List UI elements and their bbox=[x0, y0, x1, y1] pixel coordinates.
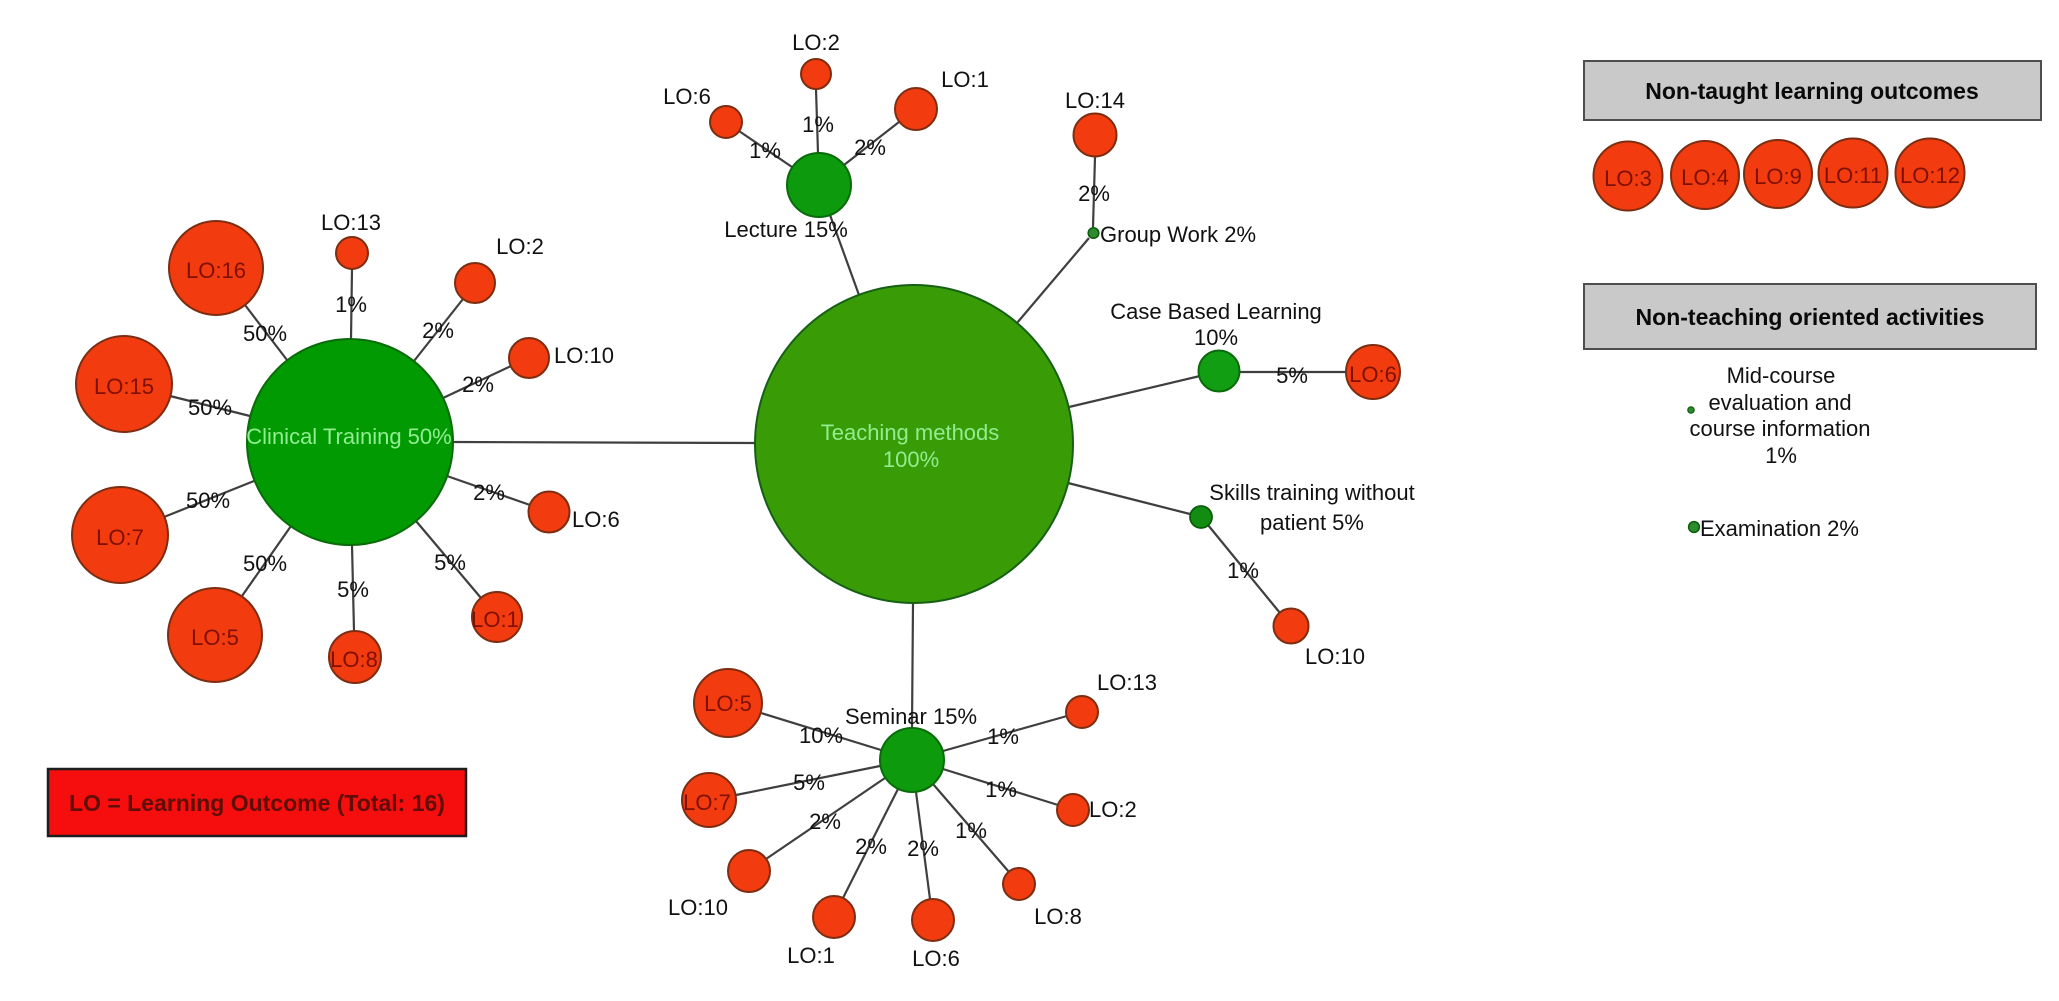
svg-text:2%: 2% bbox=[855, 834, 887, 859]
svg-text:LO:12: LO:12 bbox=[1900, 163, 1960, 188]
svg-text:1%: 1% bbox=[1227, 558, 1259, 583]
svg-text:LO:15: LO:15 bbox=[94, 374, 154, 399]
svg-text:Lecture 15%: Lecture 15% bbox=[724, 217, 848, 242]
svg-text:5%: 5% bbox=[434, 550, 466, 575]
svg-text:LO:1: LO:1 bbox=[941, 67, 989, 92]
svg-text:50%: 50% bbox=[186, 488, 230, 513]
svg-text:LO:14: LO:14 bbox=[1065, 88, 1125, 113]
svg-text:LO:2: LO:2 bbox=[496, 234, 544, 259]
svg-text:10%: 10% bbox=[799, 723, 843, 748]
svg-text:1%: 1% bbox=[335, 292, 367, 317]
svg-text:LO:10: LO:10 bbox=[554, 343, 614, 368]
svg-text:LO:8: LO:8 bbox=[1034, 904, 1082, 929]
svg-text:LO:11: LO:11 bbox=[1824, 163, 1882, 188]
svg-text:Non-taught learning outcomes: Non-taught learning outcomes bbox=[1645, 78, 1979, 104]
svg-text:LO:1: LO:1 bbox=[471, 607, 519, 632]
svg-text:LO:10: LO:10 bbox=[1305, 644, 1365, 669]
svg-text:Seminar 15%: Seminar 15% bbox=[845, 704, 977, 729]
svg-text:LO:5: LO:5 bbox=[191, 625, 239, 650]
svg-text:2%: 2% bbox=[907, 836, 939, 861]
svg-text:LO:8: LO:8 bbox=[330, 647, 378, 672]
svg-text:50%: 50% bbox=[243, 551, 287, 576]
svg-text:LO:16: LO:16 bbox=[186, 258, 246, 283]
svg-text:5%: 5% bbox=[1276, 363, 1308, 388]
svg-text:Mid-course: Mid-course bbox=[1727, 363, 1836, 388]
svg-text:LO:6: LO:6 bbox=[912, 946, 960, 971]
svg-text:evaluation and: evaluation and bbox=[1708, 390, 1851, 415]
svg-text:LO:6: LO:6 bbox=[663, 84, 711, 109]
svg-text:LO:6: LO:6 bbox=[572, 507, 620, 532]
svg-text:10%: 10% bbox=[1194, 325, 1238, 350]
svg-text:LO:3: LO:3 bbox=[1604, 166, 1652, 191]
svg-text:LO:7: LO:7 bbox=[683, 790, 731, 815]
svg-text:LO:9: LO:9 bbox=[1754, 164, 1802, 189]
svg-text:Clinical Training 50%: Clinical Training 50% bbox=[246, 424, 451, 449]
svg-text:100%: 100% bbox=[883, 447, 939, 472]
svg-text:Non-teaching oriented activiti: Non-teaching oriented activities bbox=[1636, 304, 1985, 330]
svg-text:LO:2: LO:2 bbox=[1089, 797, 1137, 822]
svg-text:1%: 1% bbox=[985, 777, 1017, 802]
svg-text:50%: 50% bbox=[243, 321, 287, 346]
svg-text:LO:13: LO:13 bbox=[321, 210, 381, 235]
svg-text:2%: 2% bbox=[854, 135, 886, 160]
svg-text:LO:6: LO:6 bbox=[1349, 362, 1397, 387]
svg-text:2%: 2% bbox=[809, 809, 841, 834]
svg-text:2%: 2% bbox=[462, 372, 494, 397]
svg-text:Teaching methods: Teaching methods bbox=[821, 420, 1000, 445]
svg-text:1%: 1% bbox=[955, 818, 987, 843]
svg-text:LO:13: LO:13 bbox=[1097, 670, 1157, 695]
svg-text:course information: course information bbox=[1690, 416, 1871, 441]
svg-text:2%: 2% bbox=[1078, 181, 1110, 206]
svg-text:LO:10: LO:10 bbox=[668, 895, 728, 920]
svg-text:LO:5: LO:5 bbox=[704, 691, 752, 716]
svg-text:1%: 1% bbox=[802, 112, 834, 137]
svg-text:5%: 5% bbox=[337, 577, 369, 602]
svg-text:LO:2: LO:2 bbox=[792, 30, 840, 55]
svg-text:1%: 1% bbox=[1765, 443, 1797, 468]
svg-text:LO = Learning Outcome (Total:: LO = Learning Outcome (Total: 16) bbox=[69, 790, 445, 816]
svg-text:Case Based Learning: Case Based Learning bbox=[1110, 299, 1322, 324]
svg-text:Skills training without: Skills training without bbox=[1209, 480, 1414, 505]
svg-text:Group Work 2%: Group Work 2% bbox=[1100, 222, 1256, 247]
svg-text:50%: 50% bbox=[188, 395, 232, 420]
svg-text:1%: 1% bbox=[987, 724, 1019, 749]
svg-text:Examination 2%: Examination 2% bbox=[1700, 516, 1859, 541]
svg-text:1%: 1% bbox=[749, 138, 781, 163]
svg-text:2%: 2% bbox=[422, 318, 454, 343]
svg-text:5%: 5% bbox=[793, 770, 825, 795]
svg-text:2%: 2% bbox=[473, 480, 505, 505]
svg-text:LO:4: LO:4 bbox=[1681, 165, 1729, 190]
svg-text:patient 5%: patient 5% bbox=[1260, 510, 1364, 535]
svg-text:LO:7: LO:7 bbox=[96, 525, 144, 550]
svg-text:LO:1: LO:1 bbox=[787, 943, 835, 968]
